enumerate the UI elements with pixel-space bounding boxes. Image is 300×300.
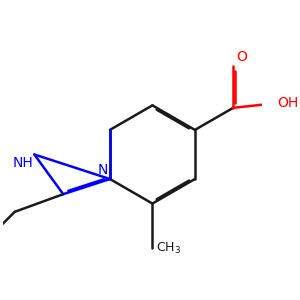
Text: O: O (236, 50, 247, 64)
Text: CH$_3$: CH$_3$ (156, 241, 181, 256)
Text: N: N (98, 163, 108, 177)
Text: NH: NH (13, 156, 34, 170)
Text: OH: OH (278, 96, 299, 110)
